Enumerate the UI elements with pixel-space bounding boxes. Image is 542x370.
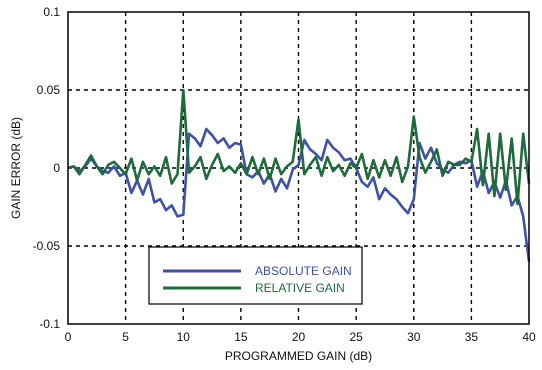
y-tick-label: -0.05	[33, 239, 61, 253]
series-line-absolute-gain	[67, 127, 531, 262]
y-tick-label: 0	[53, 161, 60, 175]
series-line-relative-gain	[67, 88, 531, 206]
x-tick-label: 10	[177, 330, 191, 344]
y-tick-label: -0.1	[39, 317, 60, 331]
x-tick-label: 5	[122, 330, 129, 344]
x-axis-title: PROGRAMMED GAIN (dB)	[225, 349, 372, 363]
legend-label-relative-gain: RELATIVE GAIN	[255, 281, 345, 295]
x-tick-labels: 0 5 10 15 20 25 30 35 40	[65, 330, 536, 344]
legend: ABSOLUTE GAIN RELATIVE GAIN	[148, 246, 363, 305]
legend-label-absolute-gain: ABSOLUTE GAIN	[255, 264, 352, 278]
x-tick-label: 40	[522, 330, 536, 344]
x-tick-label: 15	[234, 330, 248, 344]
y-tick-label: 0.1	[43, 5, 60, 19]
x-tick-label: 30	[407, 330, 421, 344]
y-tick-labels: -0.1 -0.05 0 0.05 0.1	[33, 5, 61, 331]
x-tick-label: 20	[292, 330, 306, 344]
y-axis-title: GAIN ERROR (dB)	[9, 117, 23, 219]
x-tick-label: 0	[65, 330, 72, 344]
plot-frame	[67, 11, 530, 325]
x-tick-label: 35	[465, 330, 479, 344]
y-tick-label: 0.05	[37, 83, 61, 97]
legend-box	[148, 246, 363, 305]
series-lines	[67, 88, 531, 262]
x-tick-label: 25	[349, 330, 363, 344]
